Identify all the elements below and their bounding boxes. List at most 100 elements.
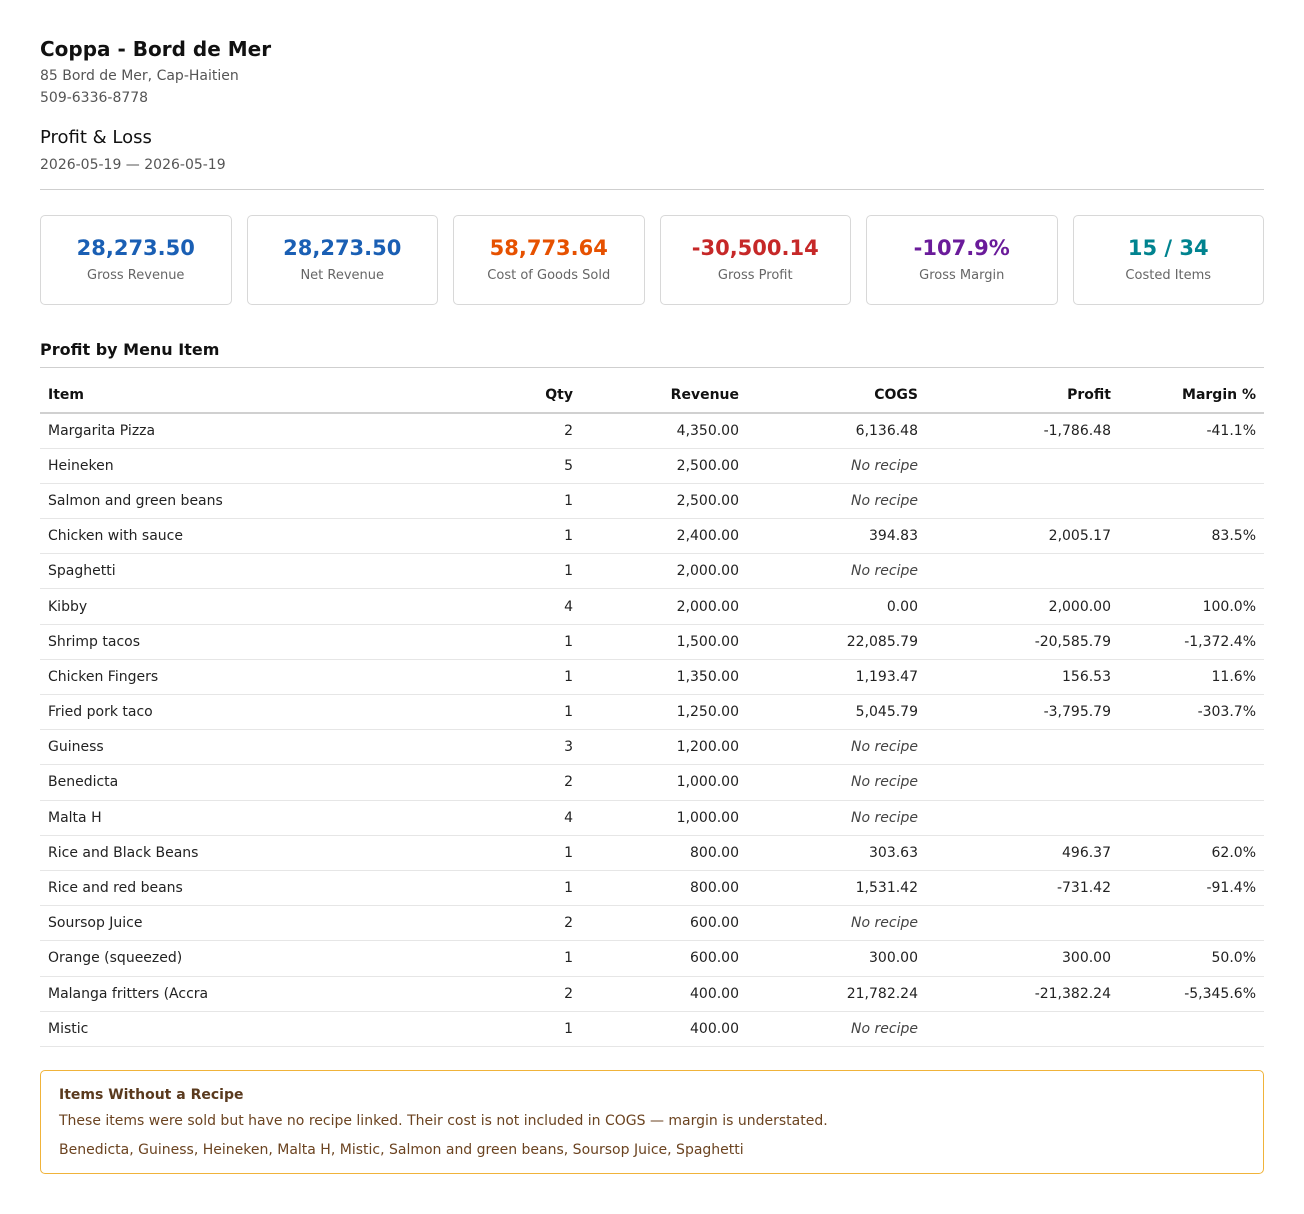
kpi-value: 15 / 34	[1127, 236, 1209, 260]
cell-margin: -5,345.6%	[1119, 976, 1264, 1012]
business-address: 85 Bord de Mer, Cap-Haitien	[40, 68, 239, 84]
kpi-value: 28,273.50	[76, 236, 195, 260]
cell-profit: -21,382.24	[926, 976, 1119, 1012]
cell-margin	[1119, 764, 1264, 801]
cell-cogs: No recipe	[747, 800, 926, 836]
cell-cogs: No recipe	[747, 553, 926, 590]
cell-margin: 83.5%	[1119, 518, 1264, 555]
cell-margin: 50.0%	[1119, 940, 1264, 977]
table-header-row: Item Qty Revenue COGS Profit Margin %	[40, 378, 1264, 414]
kpi-card-gross-margin: -107.9% Gross Margin	[866, 215, 1058, 305]
cell-cogs: 394.83	[747, 518, 926, 555]
cell-revenue: 1,000.00	[581, 800, 747, 836]
report-title: Profit & Loss	[40, 127, 152, 148]
table-row: Margarita Pizza 2 4,350.00 6,136.48 -1,786.4…	[40, 413, 1264, 449]
table-row: Heineken 5 2,500.00 No recipe	[40, 448, 1264, 484]
section-title-profit-by-item: Profit by Menu Item	[40, 340, 220, 359]
cell-qty: 1	[440, 624, 581, 660]
cell-cogs: No recipe	[747, 448, 926, 484]
cell-cogs: 1,531.42	[747, 870, 926, 907]
report-page: Coppa - Bord de Mer 85 Bord de Mer, Cap-…	[40, 36, 1264, 1174]
cell-qty: 1	[440, 553, 581, 590]
cell-profit: 2,000.00	[926, 588, 1119, 625]
cell-item: Heineken	[40, 448, 440, 484]
cell-margin	[1119, 1011, 1264, 1047]
cell-revenue: 800.00	[581, 835, 747, 871]
section-divider	[40, 367, 1264, 368]
cell-qty: 1	[440, 870, 581, 907]
cell-profit	[926, 1011, 1119, 1047]
column-header-cogs: COGS	[747, 378, 926, 414]
notice-item-list: Benedicta, Guiness, Heineken, Malta H, M…	[59, 1142, 744, 1158]
cell-profit	[926, 483, 1119, 520]
cell-item: Margarita Pizza	[40, 413, 440, 449]
cell-profit	[926, 800, 1119, 836]
table-row: Shrimp tacos 1 1,500.00 22,085.79 -20,585.79…	[40, 624, 1264, 660]
cell-margin	[1119, 729, 1264, 766]
cell-qty: 1	[440, 940, 581, 977]
profit-table: Item Qty Revenue COGS Profit Margin % Ma…	[40, 378, 1264, 1047]
cell-profit	[926, 729, 1119, 766]
missing-recipe-notice: Items Without a Recipe These items were …	[40, 1070, 1264, 1174]
table-row: Guiness 3 1,200.00 No recipe	[40, 729, 1264, 766]
header-divider	[40, 189, 1264, 190]
cell-item: Spaghetti	[40, 553, 440, 590]
cell-revenue: 2,000.00	[581, 553, 747, 590]
column-header-margin: Margin %	[1119, 378, 1264, 414]
table-row: Malta H 4 1,000.00 No recipe	[40, 800, 1264, 836]
kpi-card-costed-items: 15 / 34 Costed Items	[1072, 215, 1264, 305]
cell-profit: 300.00	[926, 940, 1119, 977]
cell-item: Salmon and green beans	[40, 483, 440, 520]
cell-item: Benedicta	[40, 764, 440, 801]
cell-margin	[1119, 905, 1264, 942]
column-header-profit: Profit	[926, 378, 1119, 414]
kpi-label: Net Revenue	[300, 268, 385, 283]
cell-qty: 2	[440, 413, 581, 449]
table-row: Rice and red beans 1 800.00 1,531.42 -731.42…	[40, 870, 1264, 907]
cell-margin: 100.0%	[1119, 588, 1264, 625]
table-row: Orange (squeezed) 1 600.00 300.00 300.00 50.0…	[40, 940, 1264, 977]
cell-qty: 3	[440, 729, 581, 766]
cell-profit: -3,795.79	[926, 694, 1119, 731]
cell-item: Orange (squeezed)	[40, 940, 440, 977]
cell-margin: -1,372.4%	[1119, 624, 1264, 660]
cell-revenue: 2,400.00	[581, 518, 747, 555]
cell-cogs: 22,085.79	[747, 624, 926, 660]
cell-revenue: 800.00	[581, 870, 747, 907]
kpi-label: Costed Items	[1125, 268, 1212, 283]
cell-qty: 4	[440, 588, 581, 625]
table-row: Salmon and green beans 1 2,500.00 No recipe	[40, 483, 1264, 520]
kpi-label: Gross Profit	[717, 268, 793, 283]
table-row: Malanga fritters (Accra 2 400.00 21,782.24-…	[40, 976, 1264, 1012]
cell-margin: -41.1%	[1119, 413, 1264, 449]
kpi-card-cogs: 58,773.64 Cost of Goods Sold	[453, 215, 645, 305]
cell-profit: -1,786.48	[926, 413, 1119, 449]
cell-cogs: 5,045.79	[747, 694, 926, 731]
cell-revenue: 4,350.00	[581, 413, 747, 449]
cell-revenue: 400.00	[581, 1011, 747, 1047]
cell-item: Fried pork taco	[40, 694, 440, 731]
cell-qty: 1	[440, 835, 581, 871]
cell-margin: 11.6%	[1119, 659, 1264, 696]
cell-item: Malanga fritters (Accra	[40, 976, 440, 1012]
cell-qty: 1	[440, 1011, 581, 1047]
cell-profit: 156.53	[926, 659, 1119, 696]
cell-profit: -731.42	[926, 870, 1119, 907]
table-row: Rice and Black Beans 1 800.00 303.63 496.37 6…	[40, 835, 1264, 871]
cell-cogs: No recipe	[747, 764, 926, 801]
kpi-card-net-revenue: 28,273.50 Net Revenue	[246, 215, 438, 305]
report-date-range: 2026-05-19 — 2026-05-19	[40, 157, 226, 173]
notice-text: These items were sold but have no recipe…	[59, 1113, 828, 1129]
table-row: Spaghetti 1 2,000.00 No recipe	[40, 553, 1264, 590]
cell-item: Guiness	[40, 729, 440, 766]
kpi-label: Gross Revenue	[87, 268, 185, 283]
cell-cogs: No recipe	[747, 483, 926, 520]
cell-revenue: 1,250.00	[581, 694, 747, 731]
cell-cogs: 6,136.48	[747, 413, 926, 449]
cell-revenue: 400.00	[581, 976, 747, 1012]
cell-cogs: 303.63	[747, 835, 926, 871]
table-row: Kibby 4 2,000.00 0.00 2,000.00 100.0%	[40, 588, 1264, 625]
cell-profit	[926, 448, 1119, 484]
cell-margin	[1119, 800, 1264, 836]
cell-margin	[1119, 448, 1264, 484]
